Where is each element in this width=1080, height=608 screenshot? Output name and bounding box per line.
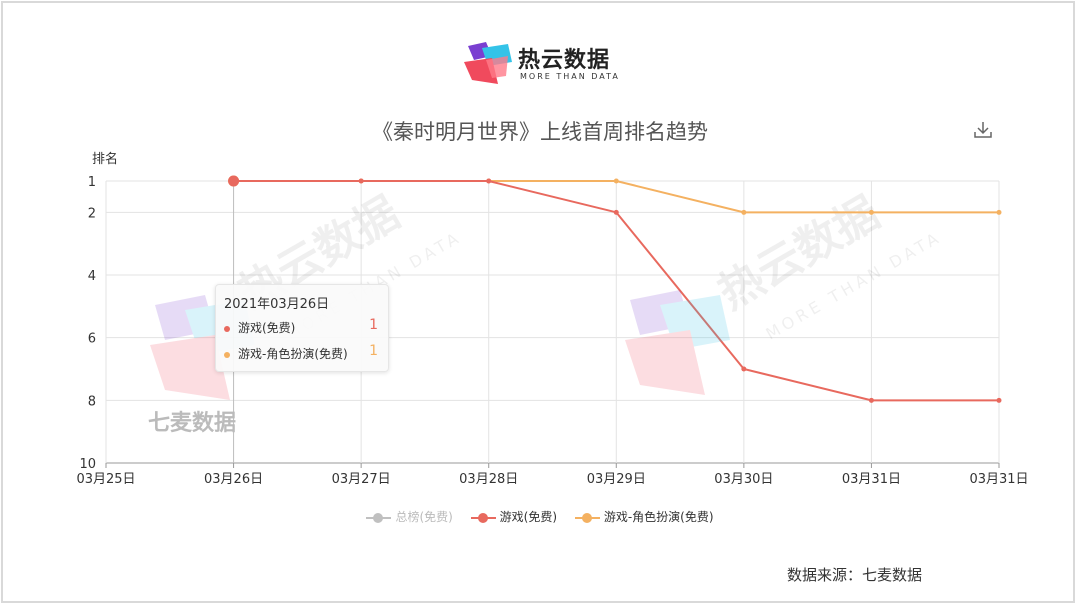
data-point	[358, 178, 364, 184]
tooltip-series-name: 游戏(免费)	[238, 321, 296, 335]
x-tick-label: 03月25日	[76, 472, 135, 487]
data-point	[996, 209, 1002, 215]
tooltip-date: 2021年03月26日	[224, 297, 330, 312]
legend-marker-icon	[470, 511, 496, 525]
legend-item-games[interactable]: 游戏(免费)	[470, 508, 558, 525]
y-tick-label: 1	[88, 175, 96, 190]
x-tick-label: 03月26日	[204, 472, 263, 487]
tooltip-series-value: 1	[369, 317, 378, 333]
legend-item-rpg[interactable]: 游戏-角色扮演(免费)	[574, 508, 714, 525]
data-point	[741, 209, 747, 215]
legend-item-total[interactable]: 总榜(免费)	[366, 508, 453, 525]
y-tick-label: 10	[79, 457, 96, 472]
y-tick-label: 4	[88, 269, 96, 284]
legend-label: 游戏(免费)	[499, 510, 558, 524]
series-dot-icon	[224, 325, 230, 332]
data-point	[868, 397, 874, 403]
brand-tagline: MORE THAN DATA	[520, 72, 620, 81]
data-point	[868, 209, 874, 215]
y-tick-label: 2	[88, 206, 96, 221]
x-tick-label: 03月27日	[332, 472, 391, 487]
x-tick-label: 03月31日	[969, 472, 1028, 487]
legend-label: 总榜(免费)	[395, 510, 453, 524]
tooltip-series-name: 游戏-角色扮演(免费)	[238, 347, 348, 361]
x-tick-label: 03月29日	[587, 472, 646, 487]
brand-name: 热云数据	[518, 48, 611, 73]
brand-logo-icon	[464, 42, 512, 84]
data-source: 数据来源：七麦数据	[787, 566, 923, 584]
tooltip-row: 游戏(免费) 1	[224, 317, 378, 335]
brand-logo: 热云数据 MORE THAN DATA	[462, 38, 622, 86]
tooltip-row: 游戏-角色扮演(免费) 1	[224, 343, 378, 361]
tooltip-series-value: 1	[369, 343, 378, 359]
data-point	[613, 178, 619, 184]
x-tick-label: 03月31日	[842, 472, 901, 487]
legend-label: 游戏-角色扮演(免费)	[603, 510, 714, 524]
download-icon[interactable]	[972, 120, 994, 140]
data-point	[228, 175, 240, 187]
x-tick-label: 03月30日	[714, 472, 773, 487]
chart-tooltip: 2021年03月26日 游戏(免费) 1 游戏-角色扮演(免费) 1	[215, 284, 389, 372]
data-point	[996, 397, 1002, 403]
y-axis-label: 排名	[92, 151, 118, 167]
watermark-brand: 热云数据	[710, 187, 888, 319]
x-tick-label: 03月28日	[459, 472, 518, 487]
y-tick-label: 6	[88, 332, 96, 347]
data-point	[486, 178, 492, 184]
chart-legend: 总榜(免费) 游戏(免费) 游戏-角色扮演(免费)	[0, 508, 1080, 525]
y-tick-label: 8	[88, 394, 96, 409]
series-dot-icon	[224, 351, 230, 358]
legend-marker-icon	[574, 511, 600, 525]
legend-marker-icon	[366, 511, 392, 525]
data-point	[613, 209, 619, 215]
chart-title: 《秦时明月世界》上线首周排名趋势	[372, 120, 708, 144]
data-point	[741, 366, 747, 372]
